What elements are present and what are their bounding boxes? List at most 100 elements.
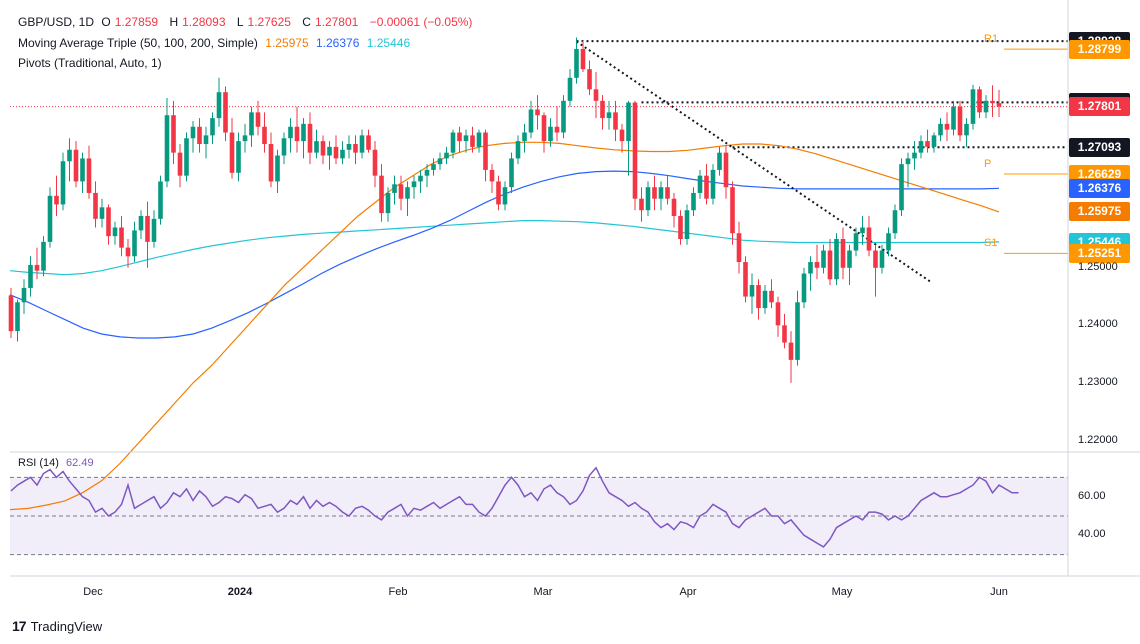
candle-body — [704, 175, 709, 199]
price-tick: 1.24000 — [1078, 318, 1118, 331]
candle — [372, 141, 378, 188]
candle — [671, 192, 677, 228]
rsi-line — [10, 466, 1019, 548]
candle-body — [606, 112, 612, 119]
candle — [613, 100, 618, 142]
candle-body — [580, 49, 586, 70]
high-value: 1.28093 — [182, 15, 226, 29]
candle-body — [665, 187, 670, 199]
candle-body — [112, 227, 118, 237]
candle-body — [957, 106, 963, 136]
low-value: 1.27625 — [247, 15, 291, 29]
candle-body — [93, 192, 98, 219]
candle-body — [229, 132, 235, 173]
candle-body — [762, 290, 768, 309]
candle-body — [392, 184, 397, 193]
candle — [684, 204, 690, 245]
candle-body — [918, 141, 924, 153]
legend-pivots[interactable]: Pivots (Traditional, Auto, 1) — [18, 56, 166, 70]
candle-body — [866, 227, 872, 251]
candle — [912, 141, 917, 170]
candle-body — [54, 195, 59, 205]
candle-body — [574, 49, 579, 78]
candle — [190, 120, 196, 153]
candle — [437, 152, 443, 170]
candle-body — [359, 135, 365, 153]
candle-body — [210, 118, 215, 136]
candle — [587, 60, 592, 96]
candle-body — [951, 106, 956, 130]
candle-body — [483, 132, 488, 170]
candle — [509, 152, 514, 193]
candle — [528, 100, 534, 139]
candle-body — [684, 210, 690, 239]
legend-rsi[interactable]: RSI (14) 62.49 — [18, 457, 98, 469]
brand-name: TradingView — [30, 618, 103, 634]
candle-body — [892, 210, 898, 234]
candle-body — [99, 207, 105, 219]
candle — [580, 40, 586, 73]
candle-body — [860, 227, 865, 234]
candle-body — [67, 149, 72, 162]
time-tick: Feb — [388, 586, 408, 598]
candle-body — [346, 144, 352, 150]
candle-body — [385, 192, 391, 214]
time-tick: Jun — [990, 586, 1008, 598]
candle-body — [366, 135, 371, 150]
legend-symbol: GBP/USD, 1D — [18, 15, 95, 29]
candle-body — [476, 132, 482, 147]
candle-body — [977, 89, 982, 113]
candle — [80, 152, 85, 193]
candle-body — [262, 126, 267, 145]
tradingview-brand[interactable]: 17 TradingView — [12, 618, 102, 634]
candle-body — [996, 103, 1002, 107]
candle — [151, 210, 157, 248]
candle-body — [970, 89, 976, 124]
candle — [964, 118, 969, 147]
ma100-value: 1.26376 — [316, 36, 360, 50]
candle — [424, 164, 430, 188]
candle-body — [925, 141, 930, 147]
price-label: 1.27801 — [1069, 97, 1130, 116]
candle-body — [730, 187, 735, 234]
candle — [340, 141, 345, 165]
candle — [223, 86, 228, 142]
candle-body — [353, 144, 358, 153]
candle-body — [639, 198, 644, 211]
candle-body — [398, 184, 404, 199]
candle-body — [528, 109, 534, 133]
legend-ma[interactable]: Moving Average Triple (50, 100, 200, Sim… — [18, 36, 414, 50]
candle — [899, 158, 904, 216]
candle-body — [34, 264, 40, 271]
candle-body — [678, 215, 683, 239]
time-tick: 2024 — [227, 586, 253, 598]
candle-body — [41, 241, 46, 271]
price-label: 1.25251 — [1069, 243, 1130, 263]
candle — [99, 198, 105, 228]
candle-body — [645, 187, 651, 211]
candle-body — [242, 135, 248, 142]
candle-body — [333, 146, 339, 159]
candle — [60, 152, 66, 211]
candle-body — [80, 158, 85, 182]
candle-body — [463, 135, 469, 142]
candle-body — [125, 247, 131, 257]
open-value: 1.27859 — [114, 15, 159, 29]
legend-ohlc: GBP/USD, 1D O 1.27859 H 1.28093 L 1.27625 C… — [18, 15, 476, 29]
candle-body — [288, 126, 293, 139]
candle-body — [145, 215, 150, 242]
candle — [197, 118, 202, 153]
candle-body — [73, 149, 79, 182]
candle — [385, 187, 391, 222]
price-tick: 1.23000 — [1078, 375, 1118, 388]
candle — [392, 175, 397, 205]
candle — [886, 227, 891, 257]
candle-body — [470, 135, 475, 147]
candle — [808, 256, 813, 291]
trendline[interactable] — [575, 40, 933, 284]
close-label: C — [302, 15, 311, 29]
candle — [743, 256, 748, 303]
candle — [457, 126, 462, 153]
candle — [21, 279, 27, 314]
